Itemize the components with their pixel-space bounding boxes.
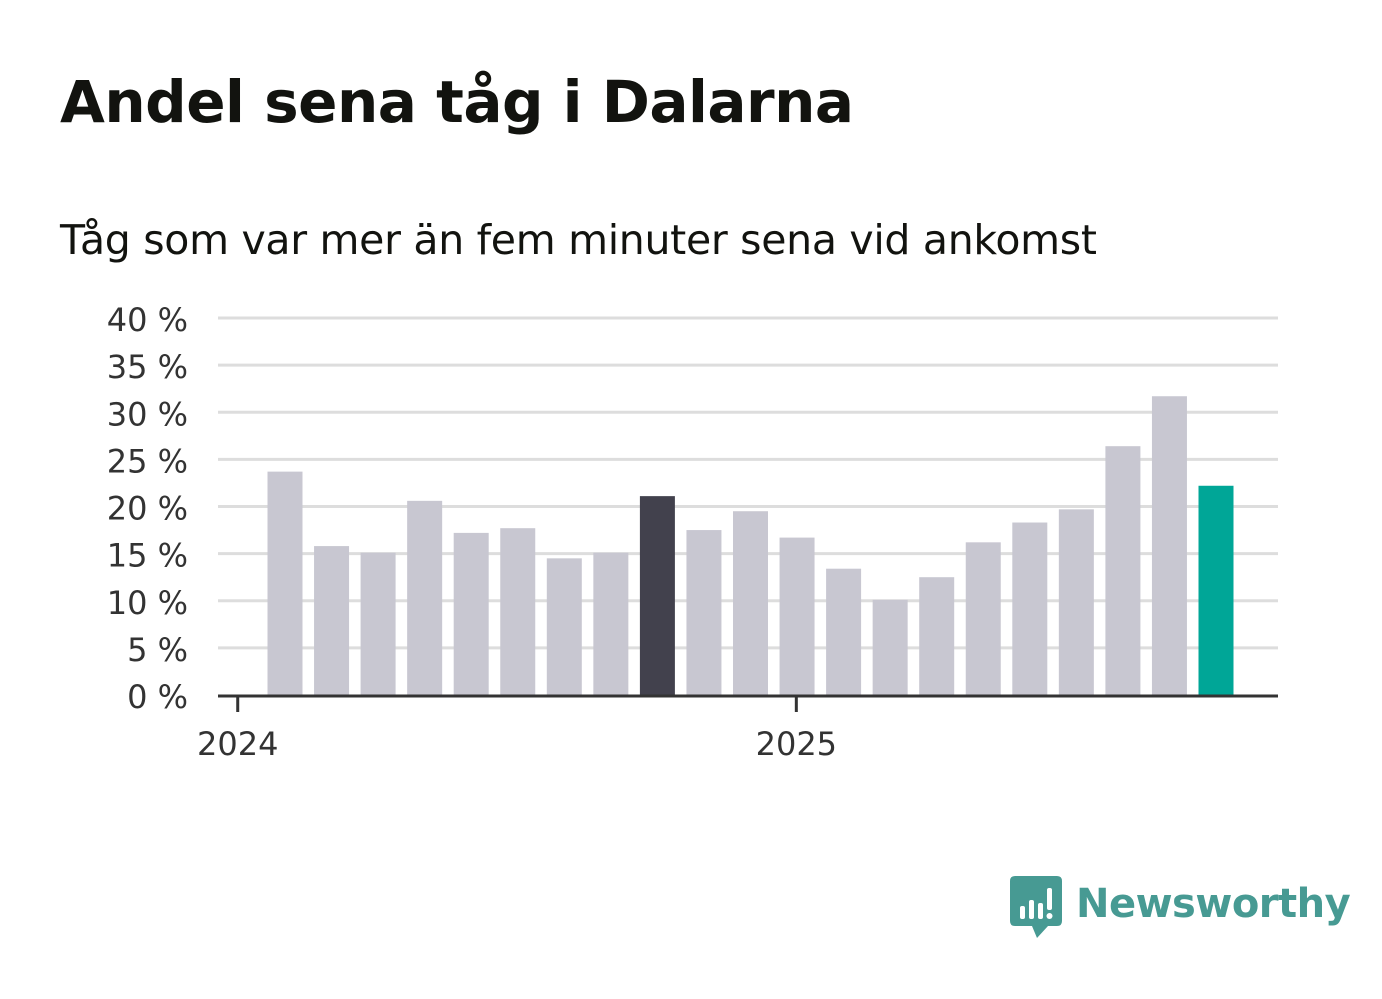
x-tick-label: 2025 xyxy=(756,725,837,763)
bar-2025-04 xyxy=(965,542,1001,695)
axes: 0 % 5 % 10 % 15 % 20 % 25 % 30 % 35 % 40 % 2024 20… xyxy=(107,301,1278,763)
bar-2024-06 xyxy=(500,528,536,695)
bar-2025-08 xyxy=(1151,396,1187,695)
bar-2025-03 xyxy=(919,577,955,695)
bar-2024-05 xyxy=(453,532,489,695)
bar-2025-02 xyxy=(872,599,908,695)
bar-2024-10 xyxy=(686,530,722,695)
y-tick-label: 0 % xyxy=(127,678,188,716)
brand-name: Newsworthy xyxy=(1076,881,1351,927)
bar-2024-08 xyxy=(593,552,629,695)
y-tick-label: 25 % xyxy=(107,442,188,480)
y-tick-label: 35 % xyxy=(107,348,188,386)
bar-2024-02 xyxy=(314,546,350,695)
bar-2025-07 xyxy=(1105,446,1141,695)
y-tick-label: 40 % xyxy=(107,301,188,339)
bar-2024-11 xyxy=(733,511,768,695)
bar-2025-05 xyxy=(1012,522,1048,695)
bar-2024-01 xyxy=(267,471,303,695)
y-tick-label: 10 % xyxy=(107,584,188,622)
bar-2025-01 xyxy=(826,568,862,695)
y-tick-label: 20 % xyxy=(107,490,188,528)
chart-title: Andel sena tåg i Dalarna xyxy=(60,68,854,136)
bar-2024-12 xyxy=(779,537,815,695)
newsworthy-logo: Newsworthy xyxy=(1010,876,1351,942)
newsworthy-bar-chart-speech-bubble-icon xyxy=(1010,876,1062,938)
y-tick-label: 30 % xyxy=(107,395,188,433)
bars xyxy=(267,396,1234,695)
bar-2024-07 xyxy=(546,558,582,695)
bar-2025-06 xyxy=(1058,509,1094,695)
y-tick-label: 15 % xyxy=(107,537,188,575)
chart-subtitle: Tåg som var mer än fem minuter sena vid … xyxy=(60,216,1097,264)
bar-2025-09 xyxy=(1198,485,1234,695)
y-tick-label: 5 % xyxy=(127,631,188,669)
bar-2024-04 xyxy=(407,500,443,695)
x-tick-label: 2024 xyxy=(197,725,278,763)
bar-chart: 0 % 5 % 10 % 15 % 20 % 25 % 30 % 35 % 40 % 2024 20… xyxy=(107,301,1278,763)
bar-2024-09 xyxy=(639,496,675,695)
bar-2024-03 xyxy=(360,552,396,695)
